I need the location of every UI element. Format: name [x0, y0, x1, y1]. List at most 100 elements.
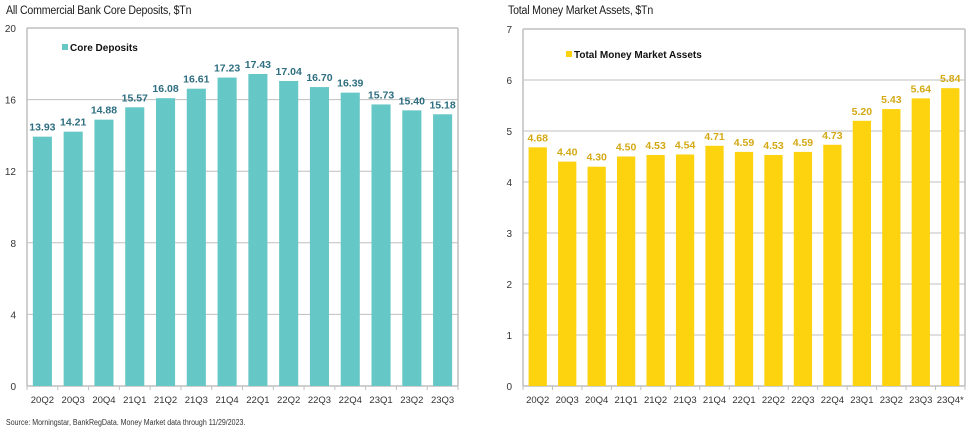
core-bar [63, 131, 83, 386]
core-data-label: 15.73 [368, 89, 394, 101]
mma-ytick-label: 1 [506, 331, 512, 342]
mma-ytick-label: 4 [506, 178, 512, 189]
mma-bar [793, 151, 813, 386]
mma-xtick-label: 22Q4 [821, 395, 844, 406]
core-xtick-label: 21Q2 [154, 395, 177, 406]
core-ytick-label: 12 [5, 167, 17, 178]
mma-data-label: 4.54 [675, 139, 696, 151]
core-xtick-label: 20Q2 [31, 395, 54, 406]
mma-data-label: 4.50 [616, 142, 637, 154]
mma-bar [911, 98, 930, 387]
mma-data-label: 4.30 [586, 152, 607, 164]
mma-ytick-label: 0 [506, 382, 512, 393]
mma-xtick-label: 22Q1 [732, 395, 755, 406]
mma-bar [852, 120, 872, 387]
core-data-label: 16.39 [337, 78, 363, 90]
core-ytick-label: 16 [5, 96, 17, 107]
core-bar [155, 98, 176, 386]
core-bar [340, 92, 360, 386]
core-xtick-label: 23Q1 [369, 395, 392, 406]
core-ytick-label: 0 [10, 382, 16, 393]
core-data-label: 14.21 [60, 117, 86, 129]
core-bar [217, 77, 237, 386]
mma-bar [616, 156, 636, 386]
mma-xtick-label: 21Q3 [673, 395, 696, 406]
mma-data-label: 4.53 [645, 140, 666, 152]
core-xtick-label: 21Q1 [123, 395, 146, 406]
mma-bar [764, 154, 783, 386]
mma-bar [675, 154, 695, 386]
mma-bar [882, 109, 901, 386]
core-data-label: 15.18 [429, 99, 455, 111]
mma-bar [558, 161, 577, 386]
core-bar [125, 107, 145, 386]
mma-xtick-label: 20Q4 [585, 395, 608, 406]
mma-xtick-label: 21Q2 [644, 395, 667, 406]
core-xtick-label: 21Q4 [215, 395, 238, 406]
core-bar [32, 136, 52, 386]
mma-ytick-label: 7 [506, 25, 512, 36]
mma-ytick-label: 2 [506, 280, 512, 291]
mma-bar [941, 88, 960, 386]
core-bar [402, 110, 422, 386]
core-xtick-label: 22Q3 [308, 395, 331, 406]
mma-ytick-label: 6 [506, 76, 512, 87]
core-xtick-label: 22Q4 [339, 395, 362, 406]
mma-ytick-label: 3 [506, 229, 512, 240]
core-data-label: 16.70 [306, 72, 332, 84]
core-data-label: 15.40 [399, 95, 425, 107]
mma-xtick-label: 20Q2 [526, 395, 549, 406]
core-data-label: 16.08 [152, 83, 178, 95]
mma-xtick-label: 22Q2 [762, 395, 785, 406]
mma-data-label: 4.59 [793, 137, 814, 149]
core-legend-label: Core Deposits [70, 43, 138, 54]
mma-xtick-label: 22Q3 [791, 395, 814, 406]
core-data-label: 17.43 [245, 59, 271, 71]
core-data-label: 17.23 [214, 63, 240, 75]
mma-xtick-label: 23Q2 [880, 395, 903, 406]
core-xtick-label: 23Q3 [431, 395, 454, 406]
mma-xtick-label: 21Q4 [703, 395, 726, 406]
mma-data-label: 4.53 [763, 140, 784, 152]
core-xtick-label: 23Q2 [400, 395, 423, 406]
mma-xtick-label: 21Q1 [615, 395, 638, 406]
core-ytick-label: 4 [10, 310, 16, 321]
mma-data-label: 5.43 [881, 94, 902, 106]
mma-bar [734, 151, 754, 386]
mma-data-label: 5.64 [911, 83, 932, 95]
mma-xtick-label: 23Q1 [850, 395, 873, 406]
mma-data-label: 4.71 [704, 131, 725, 143]
core-data-label: 16.61 [183, 74, 209, 86]
core-xtick-label: 20Q3 [62, 395, 85, 406]
core-data-label: 14.88 [91, 105, 117, 117]
core-bar [371, 104, 391, 387]
mma-bar [705, 145, 724, 386]
chart-title-core-deposits: All Commercial Bank Core Deposits, $Tn [6, 5, 192, 17]
mma-data-label: 4.40 [557, 147, 578, 159]
mma-xtick-label: 23Q3 [909, 395, 932, 406]
core-ytick-label: 20 [5, 24, 17, 35]
mma-bar [823, 144, 842, 386]
core-bar [279, 80, 299, 386]
mma-data-label: 5.20 [852, 106, 873, 118]
core-xtick-label: 22Q2 [277, 395, 300, 406]
core-bar [248, 74, 268, 387]
source-note: Source: Morningstar, BankRegData. Money … [6, 418, 246, 427]
core-xtick-label: 22Q1 [246, 395, 269, 406]
mma-xtick-label: 20Q3 [556, 395, 579, 406]
mma-bar [587, 166, 606, 386]
core-data-label: 15.57 [122, 92, 148, 104]
mma-legend-label: Total Money Market Assets [574, 50, 702, 61]
core-data-label: 13.93 [29, 122, 55, 134]
mma-data-label: 4.68 [528, 132, 549, 144]
core-xtick-label: 20Q4 [92, 395, 115, 406]
chart-title-money-market: Total Money Market Assets, $Tn [508, 5, 654, 17]
mma-data-label: 5.84 [940, 73, 961, 85]
mma-bar [528, 147, 547, 386]
mma-data-label: 4.59 [734, 137, 755, 149]
core-bar [94, 119, 114, 386]
mma-bar [646, 154, 665, 386]
core-bar [309, 87, 330, 386]
core-legend-swatch [62, 44, 68, 50]
